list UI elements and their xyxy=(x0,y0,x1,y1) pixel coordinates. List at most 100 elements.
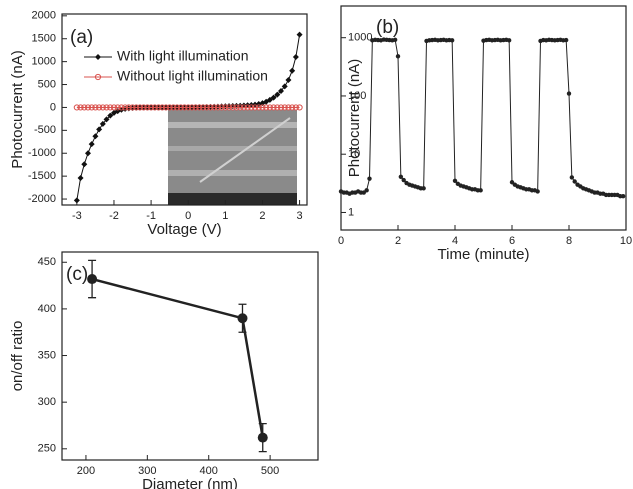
x-axis-label: Time (minute) xyxy=(438,246,530,263)
marker xyxy=(99,104,106,111)
marker xyxy=(233,104,240,111)
y-tick-label: 300 xyxy=(38,396,56,408)
y-tick-label: 1000 xyxy=(348,32,372,44)
plot-frame xyxy=(340,5,627,231)
y-tick-label: 10 xyxy=(348,148,360,160)
y-tick-label: 1500 xyxy=(32,33,56,45)
marker xyxy=(572,179,577,184)
marker xyxy=(107,112,114,119)
marker xyxy=(292,54,299,61)
marker xyxy=(114,104,121,111)
x-tick-label: 400 xyxy=(200,465,218,477)
series-line xyxy=(91,277,264,438)
marker xyxy=(270,104,277,111)
marker xyxy=(452,178,458,183)
marker xyxy=(73,104,80,111)
marker xyxy=(92,104,99,111)
y-tick-label: -1000 xyxy=(28,147,56,159)
marker xyxy=(199,104,207,111)
marker xyxy=(364,188,369,193)
panel-label: (c) xyxy=(66,264,88,285)
marker xyxy=(237,313,248,324)
marker xyxy=(211,104,218,111)
marker xyxy=(421,186,426,191)
x-tick-label: 3 xyxy=(297,210,303,222)
x-tick-label: -3 xyxy=(72,210,82,222)
marker xyxy=(173,104,181,111)
marker xyxy=(222,104,229,111)
marker xyxy=(266,96,273,103)
marker xyxy=(166,104,173,111)
marker xyxy=(257,432,268,443)
x-tick-label: 1 xyxy=(222,210,228,222)
marker xyxy=(170,104,177,111)
y-tick-label: 400 xyxy=(38,303,56,315)
legend-label: With light illumination xyxy=(117,48,249,64)
y-axis-label: Photocurrent (nA) xyxy=(9,50,26,168)
marker xyxy=(103,104,110,111)
marker xyxy=(81,104,88,111)
y-tick-label: 350 xyxy=(38,349,56,361)
marker xyxy=(569,175,575,180)
marker xyxy=(478,188,483,193)
marker xyxy=(185,104,192,111)
marker xyxy=(259,104,266,111)
x-tick-label: 2 xyxy=(395,235,401,247)
marker xyxy=(281,104,288,111)
marker xyxy=(535,189,540,194)
marker xyxy=(237,104,244,111)
marker xyxy=(277,104,285,111)
marker xyxy=(278,87,285,94)
marker xyxy=(84,104,92,111)
marker xyxy=(225,104,233,111)
y-tick-label: -2000 xyxy=(28,193,56,205)
y-tick-label: 2000 xyxy=(32,10,56,22)
marker xyxy=(289,67,296,74)
marker xyxy=(140,104,147,111)
marker xyxy=(188,104,196,111)
marker xyxy=(401,177,406,183)
x-axis-label: Diameter (nm) xyxy=(142,476,238,489)
marker xyxy=(192,104,199,111)
marker xyxy=(136,104,144,111)
marker xyxy=(296,104,303,111)
y-tick-label: 1000 xyxy=(32,56,56,68)
sem-inset xyxy=(168,110,297,205)
marker xyxy=(296,31,303,38)
marker xyxy=(285,76,292,83)
marker xyxy=(292,104,299,111)
marker xyxy=(162,104,170,111)
marker xyxy=(99,120,106,127)
panel-label: (b) xyxy=(376,17,399,38)
y-axis-label: Photocurrent (nA) xyxy=(346,59,363,177)
marker xyxy=(110,104,118,111)
x-tick-label: 2 xyxy=(259,210,265,222)
marker xyxy=(92,133,99,140)
marker xyxy=(266,104,273,111)
x-tick-label: 0 xyxy=(185,210,191,222)
marker xyxy=(77,104,84,111)
x-tick-label: 8 xyxy=(566,235,572,247)
marker xyxy=(620,194,626,199)
marker xyxy=(122,104,129,111)
x-tick-label: 6 xyxy=(509,235,515,247)
marker xyxy=(81,161,88,168)
y-tick-label: -1500 xyxy=(28,170,56,182)
x-tick-label: 200 xyxy=(77,465,95,477)
marker xyxy=(285,104,292,111)
marker xyxy=(274,104,281,111)
x-tick-label: 300 xyxy=(138,465,156,477)
marker xyxy=(218,104,225,111)
marker xyxy=(398,174,404,179)
marker xyxy=(203,104,210,111)
marker xyxy=(88,104,95,111)
marker xyxy=(506,38,512,43)
marker xyxy=(229,104,236,111)
marker xyxy=(270,94,277,101)
marker xyxy=(196,104,203,111)
marker xyxy=(84,150,91,157)
marker xyxy=(129,104,136,111)
marker xyxy=(95,54,101,60)
marker xyxy=(207,104,214,111)
